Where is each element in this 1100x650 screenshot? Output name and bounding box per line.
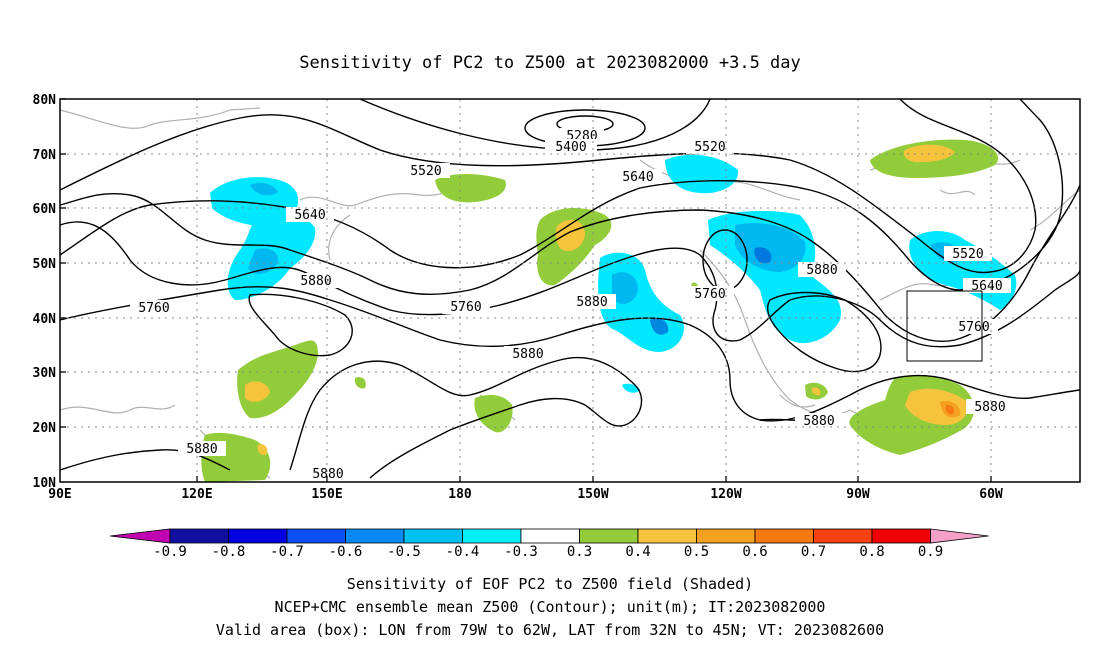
colorbar-tick-label: 0.4 xyxy=(625,544,650,560)
colorbar-tick-label: -0.3 xyxy=(504,544,538,560)
colorbar-segment xyxy=(871,528,931,544)
contour-label: 5880 xyxy=(803,414,834,429)
map-plot-area: 5280 5400 5520 5520 5640 5640 5640 5520 … xyxy=(60,99,1080,482)
contour-label: 5760 xyxy=(450,300,481,315)
colorbar-segment xyxy=(403,528,463,544)
colorbar-segment xyxy=(169,528,229,544)
colorbar-tick-label: 0.7 xyxy=(801,544,826,560)
colorbar-tick-label: 0.6 xyxy=(742,544,767,560)
colorbar-tick-label: 0.8 xyxy=(859,544,884,560)
chart-title: Sensitivity of PC2 to Z500 at 2023082000… xyxy=(299,53,801,73)
contour-label: 5880 xyxy=(806,263,837,278)
colorbar-tick-label: -0.4 xyxy=(446,544,480,560)
contour-label: 5880 xyxy=(300,274,331,289)
lon-label: 90W xyxy=(846,487,870,502)
contour-label: 5520 xyxy=(410,164,441,179)
lon-label: 90E xyxy=(48,487,71,502)
colorbar-segment xyxy=(345,528,405,544)
contour-label: 5880 xyxy=(312,467,343,482)
lat-label: 80N xyxy=(33,93,57,108)
lon-label: 120E xyxy=(181,487,212,502)
contour-label: 5520 xyxy=(694,140,725,155)
colorbar-arrow-right xyxy=(930,528,989,544)
negative-sensitivity-areas xyxy=(210,154,1017,393)
lat-label: 50N xyxy=(33,257,57,272)
colorbar-arrow-left xyxy=(109,528,171,544)
contour-label: 5880 xyxy=(186,442,217,457)
footer-line-3: Valid area (box): LON from 79W to 62W, L… xyxy=(216,621,884,639)
footer-line-2: NCEP+CMC ensemble mean Z500 (Contour); u… xyxy=(275,598,826,616)
contour-label: 5640 xyxy=(622,170,653,185)
colorbar-tick-label: -0.9 xyxy=(153,544,187,560)
footer-line-1: Sensitivity of EOF PC2 to Z500 field (Sh… xyxy=(347,575,753,593)
colorbar-tick-label: -0.8 xyxy=(212,544,246,560)
gridlines xyxy=(60,99,1080,482)
lat-label: 30N xyxy=(33,366,57,381)
longitude-labels: 90E 120E 150E 180 150W 120W 90W 60W xyxy=(48,487,1003,502)
contour-label: 5400 xyxy=(555,140,586,155)
colorbar-tick-label: 0.9 xyxy=(918,544,943,560)
latitude-labels: 80N 70N 60N 50N 40N 30N 20N 10N xyxy=(33,93,57,491)
contour-label: 5880 xyxy=(974,400,1005,415)
contour-label: 5880 xyxy=(576,295,607,310)
colorbar: -0.9 -0.8 -0.7 -0.6 -0.5 -0.4 -0.3 0.3 0.4 0.5 0.6… xyxy=(109,528,989,560)
map-frame xyxy=(59,98,1081,483)
contour-label: 5640 xyxy=(294,208,325,223)
colorbar-tick-label: -0.6 xyxy=(329,544,363,560)
lon-label: 150W xyxy=(577,487,608,502)
lat-label: 20N xyxy=(33,421,57,436)
lon-label: 60W xyxy=(979,487,1003,502)
colorbar-segment xyxy=(520,528,580,544)
z500-contours xyxy=(60,99,1080,479)
colorbar-segment xyxy=(462,528,522,544)
colorbar-segment xyxy=(813,528,873,544)
lon-label: 120W xyxy=(710,487,741,502)
contour-label: 5520 xyxy=(952,247,983,262)
colorbar-segment xyxy=(579,528,639,544)
colorbar-segment xyxy=(696,528,756,544)
lat-label: 40N xyxy=(33,312,57,327)
colorbar-tick-label: 0.3 xyxy=(567,544,592,560)
colorbar-tick-label: -0.7 xyxy=(270,544,304,560)
lat-label: 10N xyxy=(33,476,57,491)
colorbar-segment xyxy=(286,528,346,544)
colorbar-segment xyxy=(637,528,697,544)
colorbar-segment xyxy=(228,528,288,544)
contour-label: 5760 xyxy=(694,287,725,302)
contour-label: 5760 xyxy=(958,320,989,335)
colorbar-tick-label: 0.5 xyxy=(684,544,709,560)
contour-label: 5880 xyxy=(512,347,543,362)
valid-area-box xyxy=(906,290,983,362)
positive-sensitivity-areas xyxy=(201,139,999,482)
lon-label: 180 xyxy=(448,487,472,502)
contour-label: 5760 xyxy=(138,301,169,316)
colorbar-tick-label: -0.5 xyxy=(387,544,421,560)
lat-label: 70N xyxy=(33,148,57,163)
lon-label: 150E xyxy=(311,487,342,502)
contour-label: 5640 xyxy=(971,279,1002,294)
lat-label: 60N xyxy=(33,202,57,217)
axis-ticks xyxy=(60,98,992,482)
colorbar-segment xyxy=(754,528,814,544)
